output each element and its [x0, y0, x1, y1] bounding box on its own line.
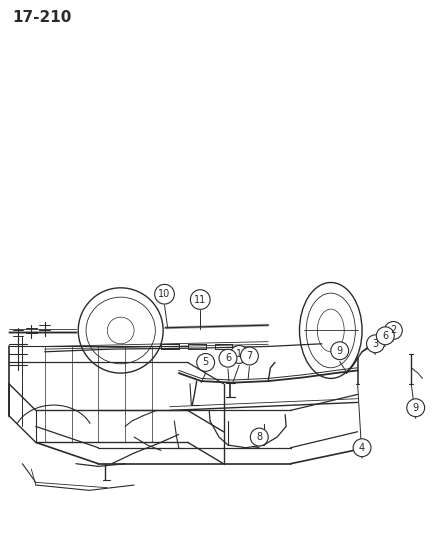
Circle shape [230, 345, 248, 364]
Text: 3: 3 [372, 339, 379, 349]
Circle shape [407, 399, 425, 417]
Text: 9: 9 [337, 346, 343, 356]
Circle shape [219, 349, 237, 367]
Text: 8: 8 [256, 432, 262, 442]
Text: 10: 10 [158, 289, 171, 299]
Circle shape [190, 290, 210, 309]
Text: 17-210: 17-210 [12, 10, 72, 25]
Circle shape [240, 347, 258, 365]
Circle shape [155, 285, 174, 304]
Circle shape [331, 342, 349, 360]
Text: 11: 11 [194, 295, 207, 304]
Circle shape [367, 335, 384, 353]
Circle shape [376, 327, 394, 345]
Text: 9: 9 [413, 403, 419, 413]
Text: 5: 5 [202, 358, 209, 367]
Circle shape [250, 428, 268, 446]
Text: 7: 7 [246, 351, 253, 361]
Text: 6: 6 [225, 353, 231, 363]
Circle shape [197, 353, 215, 372]
Circle shape [353, 439, 371, 457]
Circle shape [384, 321, 402, 340]
Text: 6: 6 [382, 331, 388, 341]
Text: 1: 1 [236, 350, 242, 359]
Text: 4: 4 [359, 443, 365, 453]
Text: 2: 2 [390, 326, 396, 335]
